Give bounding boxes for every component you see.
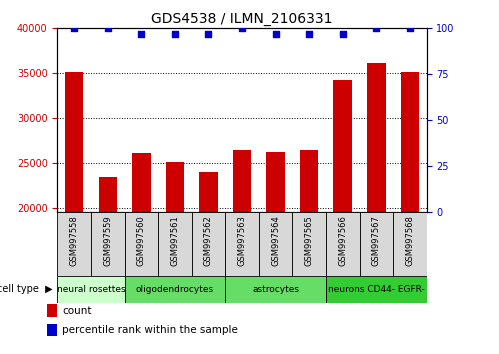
Bar <box>65 72 83 212</box>
Bar <box>401 72 419 212</box>
Point <box>70 25 78 31</box>
Title: GDS4538 / ILMN_2106331: GDS4538 / ILMN_2106331 <box>151 12 333 26</box>
Text: percentile rank within the sample: percentile rank within the sample <box>62 325 238 335</box>
Bar <box>367 63 386 212</box>
Bar <box>132 153 151 212</box>
Bar <box>57 212 91 276</box>
Bar <box>57 276 125 303</box>
Text: neural rosettes: neural rosettes <box>57 285 125 294</box>
Bar <box>199 172 218 212</box>
Bar <box>47 324 57 336</box>
Bar <box>259 212 292 276</box>
Text: GSM997562: GSM997562 <box>204 216 213 266</box>
Text: count: count <box>62 306 92 316</box>
Point <box>271 31 279 37</box>
Text: GSM997566: GSM997566 <box>338 216 347 267</box>
Bar <box>225 212 259 276</box>
Point <box>238 25 246 31</box>
Point <box>305 31 313 37</box>
Bar <box>393 212 427 276</box>
Bar <box>233 150 251 212</box>
Bar <box>158 212 192 276</box>
Point <box>104 25 112 31</box>
Bar <box>166 162 184 212</box>
Bar <box>125 276 225 303</box>
Point <box>372 25 380 31</box>
Bar <box>125 212 158 276</box>
Bar <box>292 212 326 276</box>
Bar <box>47 304 57 317</box>
Bar <box>333 80 352 212</box>
Text: GSM997561: GSM997561 <box>170 216 179 266</box>
Text: GSM997564: GSM997564 <box>271 216 280 266</box>
Text: GSM997567: GSM997567 <box>372 216 381 267</box>
Bar <box>300 150 318 212</box>
Point <box>339 31 347 37</box>
Bar <box>225 276 326 303</box>
Point <box>205 31 213 37</box>
Text: GSM997558: GSM997558 <box>70 216 79 266</box>
Bar <box>326 276 427 303</box>
Text: oligodendrocytes: oligodendrocytes <box>136 285 214 294</box>
Point <box>137 31 145 37</box>
Bar <box>326 212 359 276</box>
Text: GSM997560: GSM997560 <box>137 216 146 266</box>
Bar <box>266 152 285 212</box>
Bar <box>91 212 125 276</box>
Bar <box>98 177 117 212</box>
Text: astrocytes: astrocytes <box>252 285 299 294</box>
Text: cell type  ▶: cell type ▶ <box>0 284 52 295</box>
Bar <box>359 212 393 276</box>
Point <box>406 25 414 31</box>
Bar <box>192 212 225 276</box>
Text: GSM997559: GSM997559 <box>103 216 112 266</box>
Text: GSM997565: GSM997565 <box>305 216 314 266</box>
Point <box>171 31 179 37</box>
Text: GSM997563: GSM997563 <box>238 216 247 267</box>
Text: neurons CD44- EGFR-: neurons CD44- EGFR- <box>328 285 425 294</box>
Text: GSM997568: GSM997568 <box>405 216 414 267</box>
